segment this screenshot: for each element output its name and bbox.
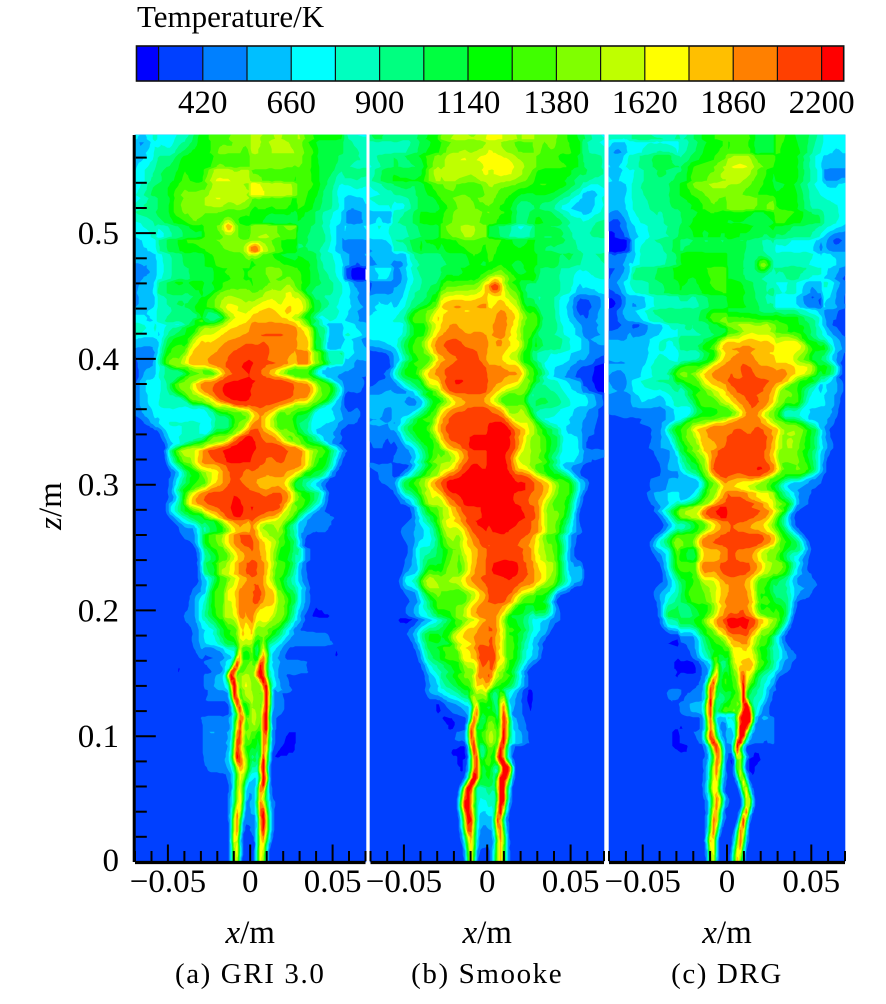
- svg-text:660: 660: [266, 85, 316, 121]
- svg-text:0.1: 0.1: [78, 719, 119, 755]
- svg-text:0: 0: [479, 864, 496, 900]
- svg-text:0.05: 0.05: [542, 864, 600, 900]
- svg-text:1860: 1860: [700, 85, 766, 121]
- svg-text:1140: 1140: [436, 85, 501, 121]
- svg-text:(b) Smooke: (b) Smooke: [411, 958, 563, 990]
- svg-text:0: 0: [719, 864, 736, 900]
- svg-text:Temperature/K: Temperature/K: [137, 0, 325, 34]
- svg-text:900: 900: [355, 85, 405, 121]
- svg-text:0.4: 0.4: [78, 342, 119, 378]
- svg-text:x/m: x/m: [224, 915, 275, 951]
- svg-text:1620: 1620: [612, 85, 678, 121]
- svg-text:2200: 2200: [789, 85, 855, 121]
- svg-text:−0.05: −0.05: [130, 864, 206, 900]
- svg-text:−0.05: −0.05: [605, 864, 681, 900]
- svg-text:420: 420: [178, 85, 228, 121]
- svg-text:x/m: x/m: [461, 915, 512, 951]
- svg-text:−0.05: −0.05: [366, 864, 442, 900]
- svg-text:0.5: 0.5: [78, 216, 119, 252]
- svg-text:z/m: z/m: [33, 482, 69, 531]
- svg-text:0: 0: [103, 843, 120, 879]
- svg-text:0.05: 0.05: [304, 864, 362, 900]
- svg-text:x/m: x/m: [701, 915, 752, 951]
- svg-text:1380: 1380: [523, 85, 589, 121]
- svg-text:0.3: 0.3: [78, 468, 119, 504]
- svg-text:(a) GRI 3.0: (a) GRI 3.0: [175, 958, 325, 990]
- svg-text:0.05: 0.05: [782, 864, 840, 900]
- svg-text:(c) DRG: (c) DRG: [671, 958, 783, 990]
- svg-text:0: 0: [242, 864, 259, 900]
- svg-text:0.2: 0.2: [78, 593, 119, 629]
